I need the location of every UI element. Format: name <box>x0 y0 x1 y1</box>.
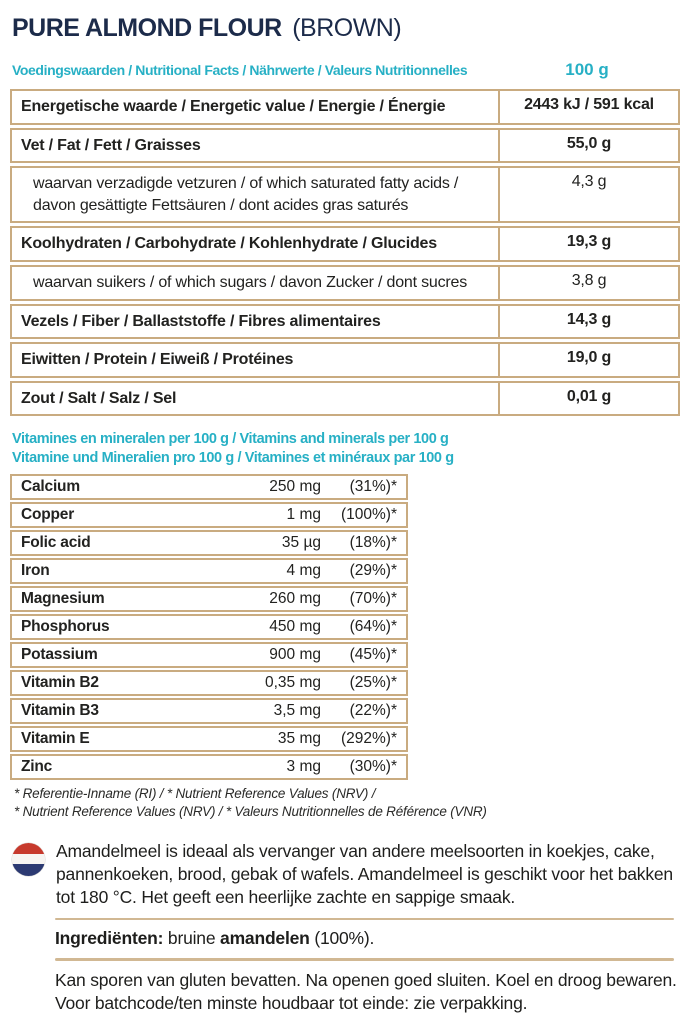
vitamin-nrv-percent: (70%)* <box>349 590 397 608</box>
vitamin-amount: 35 mg <box>277 730 321 748</box>
nutrition-row: waarvan verzadigde vetzuren / of which s… <box>10 166 680 224</box>
ingredients-line: Ingrediënten: bruine amandelen (100%). <box>55 928 680 949</box>
vitamin-nrv-percent: (25%)* <box>349 674 397 692</box>
nutrition-row: waarvan suikers / of which sugars / davo… <box>10 264 680 301</box>
vitamin-row: Folic acid 35 µg (18%)* <box>10 530 408 557</box>
vitamin-amount: 450 mg <box>269 618 321 636</box>
nutrition-facts-header-label: Voedingswaarden / Nutritional Facts / Nä… <box>12 62 468 78</box>
ingredients-word2: amandelen <box>220 928 310 949</box>
product-name: PURE ALMOND FLOUR <box>12 14 282 42</box>
vitamin-amount: 3,5 mg <box>273 702 321 720</box>
vitamin-row: Copper 1 mg (100%)* <box>10 502 408 529</box>
vitamin-name: Iron <box>21 562 50 580</box>
serving-size: 100 g <box>565 60 609 79</box>
vitamin-name: Calcium <box>21 478 80 496</box>
vitamin-name: Potassium <box>21 646 98 664</box>
nutrition-row: Energetische waarde / Energetic value / … <box>10 89 680 125</box>
nutrition-row: Vezels / Fiber / Ballaststoffe / Fibres … <box>10 303 680 340</box>
nutrition-row-value: 0,01 g <box>566 387 612 405</box>
vitamin-row: Magnesium 260 mg (70%)* <box>10 586 408 613</box>
vitamin-nrv-percent: (30%)* <box>349 758 397 776</box>
nutrition-row-label: waarvan suikers / of which sugars / davo… <box>12 266 500 299</box>
product-description: Amandelmeel is ideaal als vervanger van … <box>12 840 680 909</box>
nrv-footnotes: * Referentie-Inname (RI) / * Nutrient Re… <box>14 785 680 820</box>
ingredients-word3: (100%). <box>309 928 375 949</box>
page-title: PURE ALMOND FLOUR (BROWN) <box>12 14 680 43</box>
nutrition-facts-header: Voedingswaarden / Nutritional Facts / Nä… <box>12 60 680 80</box>
vitamin-amount: 4 mg <box>286 562 321 580</box>
vitamin-amount: 1 mg <box>286 506 321 524</box>
vitamin-amount: 3 mg <box>286 758 321 776</box>
nutrition-row: Eiwitten / Protein / Eiweiß / Protéines 1… <box>10 342 680 378</box>
vitamin-name: Phosphorus <box>21 618 110 636</box>
vitamins-header: Vitamines en mineralen per 100 g / Vitam… <box>12 430 680 468</box>
vitamins-header-line1: Vitamines en mineralen per 100 g / Vitam… <box>12 431 449 448</box>
nutrition-row-value: 2443 kJ / 591 kcal <box>524 96 654 113</box>
vitamin-name: Vitamin B3 <box>21 702 99 720</box>
nutrition-row-label: Vet / Fat / Fett / Graisses <box>12 129 500 162</box>
vitamin-row: Vitamin B3 3,5 mg (22%)* <box>10 698 408 725</box>
vitamin-row: Vitamin E 35 mg (292%)* <box>10 726 408 753</box>
vitamin-name: Vitamin E <box>21 730 90 748</box>
nutrition-table: Energetische waarde / Energetic value / … <box>10 89 680 417</box>
vitamin-nrv-percent: (18%)* <box>349 534 397 552</box>
vitamin-amount: 260 mg <box>269 590 321 608</box>
separator-line <box>55 958 674 961</box>
vitamin-name: Zinc <box>21 758 53 776</box>
nrv-footnote-line1: * Referentie-Inname (RI) / * Nutrient Re… <box>14 786 376 802</box>
vitamin-name: Magnesium <box>21 590 105 608</box>
vitamin-name: Folic acid <box>21 534 91 552</box>
vitamin-row: Calcium 250 mg (31%)* <box>10 474 408 501</box>
vitamin-row: Zinc 3 mg (30%)* <box>10 754 408 781</box>
nutrition-row: Koolhydraten / Carbohydrate / Kohlenhydr… <box>10 226 680 262</box>
description-text: Amandelmeel is ideaal als vervanger van … <box>56 841 673 907</box>
vitamin-amount: 250 mg <box>269 478 321 496</box>
nutrition-row-value: 55,0 g <box>566 134 612 152</box>
nutrition-row-label: Eiwitten / Protein / Eiweiß / Protéines <box>12 344 500 376</box>
nrv-footnote-line2: * Nutrient Reference Values (NRV) / * Va… <box>14 803 487 819</box>
vitamin-nrv-percent: (31%)* <box>349 478 397 496</box>
nutrition-row: Zout / Salt / Salz / Sel 0,01 g <box>10 380 680 417</box>
storage-instructions: Kan sporen van gluten bevatten. Na opene… <box>55 969 677 1014</box>
vitamins-header-line2: Vitamine und Mineralien pro 100 g / Vita… <box>12 450 454 467</box>
vitamin-nrv-percent: (292%)* <box>341 730 397 748</box>
vitamin-nrv-percent: (100%)* <box>341 506 397 524</box>
vitamin-row: Phosphorus 450 mg (64%)* <box>10 614 408 641</box>
ingredients-label: Ingrediënten: <box>55 928 164 949</box>
vitamin-amount: 900 mg <box>269 646 321 664</box>
separator-line <box>55 917 674 921</box>
ingredients-word1: bruine <box>163 928 221 949</box>
vitamin-nrv-percent: (29%)* <box>349 562 397 580</box>
vitamins-table: Calcium 250 mg (31%)* Copper 1 mg (100%)* Foli… <box>10 474 408 781</box>
nutrition-row-label: waarvan verzadigde vetzuren / of which s… <box>12 168 500 222</box>
vitamin-amount: 0,35 mg <box>264 674 321 692</box>
nutrition-row-label: Vezels / Fiber / Ballaststoffe / Fibres … <box>12 305 500 338</box>
vitamin-nrv-percent: (22%)* <box>349 702 397 720</box>
vitamin-nrv-percent: (45%)* <box>349 646 397 664</box>
vitamin-row: Potassium 900 mg (45%)* <box>10 642 408 669</box>
nutrition-row-value: 19,3 g <box>566 233 612 251</box>
vitamin-nrv-percent: (64%)* <box>349 618 397 636</box>
vitamin-name: Copper <box>21 506 75 524</box>
nutrition-row-value: 19,0 g <box>566 349 612 367</box>
nutrition-row-label: Zout / Salt / Salz / Sel <box>12 382 500 415</box>
netherlands-flag-icon <box>12 843 45 877</box>
nutrition-row-value: 4,3 g <box>571 173 607 191</box>
nutrition-row-value: 14,3 g <box>566 310 612 328</box>
nutrition-row: Vet / Fat / Fett / Graisses 55,0 g <box>10 127 680 164</box>
vitamin-row: Iron 4 mg (29%)* <box>10 558 408 585</box>
vitamin-amount: 35 µg <box>281 534 321 552</box>
nutrition-row-label: Koolhydraten / Carbohydrate / Kohlenhydr… <box>12 228 500 260</box>
product-variant: (BROWN) <box>292 14 402 42</box>
nutrition-row-value: 3,8 g <box>571 271 607 289</box>
nutrition-row-label: Energetische waarde / Energetic value / … <box>12 91 500 123</box>
vitamin-name: Vitamin B2 <box>21 674 99 692</box>
vitamin-row: Vitamin B2 0,35 mg (25%)* <box>10 670 408 697</box>
